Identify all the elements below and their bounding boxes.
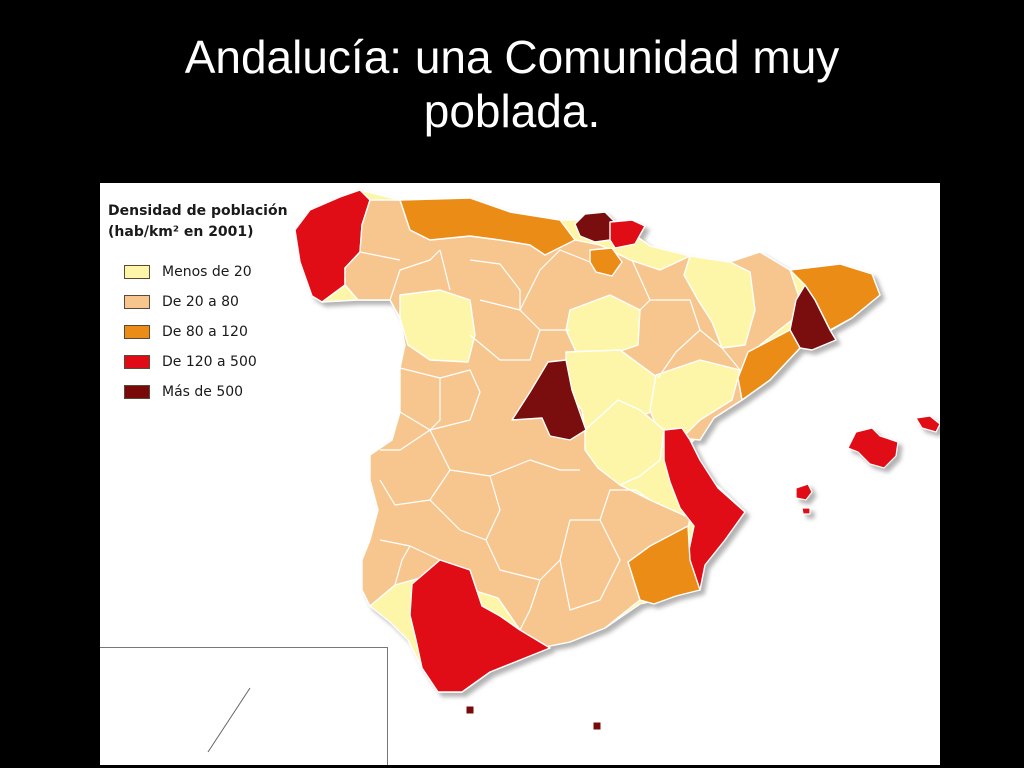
region-cat-3 — [795, 483, 813, 501]
legend-item: De 120 a 500 — [108, 347, 288, 377]
mainland-spain — [294, 189, 881, 693]
slide-title: Andalucía: una Comunidad muy poblada. — [0, 30, 1024, 138]
canary-islands-inset — [100, 647, 388, 765]
region-cat-4 — [592, 721, 602, 731]
region-cat-2 — [737, 329, 801, 401]
title-line-1: Andalucía: una Comunidad muy — [184, 31, 840, 83]
region-cat-2 — [399, 197, 576, 256]
legend-item: Más de 500 — [108, 377, 288, 407]
legend-label: De 120 a 500 — [162, 354, 257, 370]
region-cat-4 — [465, 705, 475, 715]
region-cat-3 — [915, 415, 940, 433]
legend-swatch — [124, 325, 150, 339]
legend-label: Menos de 20 — [162, 264, 252, 280]
legend-title: Densidad de población (hab/km² en 2001) — [108, 201, 288, 243]
legend-swatch — [124, 265, 150, 279]
province-boundaries — [359, 249, 741, 631]
region-cat-0 — [584, 399, 665, 486]
legend: Densidad de población (hab/km² en 2001) … — [108, 201, 288, 407]
legend-item: De 20 a 80 — [108, 287, 288, 317]
region-cat-3 — [847, 427, 899, 469]
region-cat-3 — [609, 219, 646, 249]
legend-swatch — [124, 355, 150, 369]
legend-item: De 80 a 120 — [108, 317, 288, 347]
title-line-2: poblada. — [423, 85, 601, 137]
spain-density-map — [117, 189, 940, 753]
region-cat-3 — [663, 427, 746, 591]
legend-title-line-1: Densidad de población — [108, 203, 288, 219]
region-cat-3 — [409, 559, 551, 693]
legend-swatch — [124, 385, 150, 399]
legend-label: Más de 500 — [162, 384, 244, 400]
region-cat-0 — [565, 294, 641, 357]
region-cat-3 — [801, 507, 811, 515]
legend-title-line-2: (hab/km² en 2001) — [108, 224, 254, 240]
legend-label: De 80 a 120 — [162, 324, 248, 340]
region-cat-0 — [649, 359, 741, 441]
balearic-islands — [795, 415, 940, 515]
region-cat-2 — [627, 525, 701, 605]
map-panel: Densidad de población (hab/km² en 2001) … — [100, 183, 940, 765]
region-cat-4 — [789, 284, 837, 351]
legend-label: De 20 a 80 — [162, 294, 239, 310]
region-cat-0 — [399, 289, 476, 363]
legend-swatch — [124, 295, 150, 309]
legend-items: Menos de 20 De 20 a 80 De 80 a 120 De 12… — [108, 257, 288, 407]
region-cat-0 — [683, 255, 756, 349]
region-cat-4 — [511, 359, 587, 441]
inset-divider — [207, 687, 251, 753]
region-cat-4 — [574, 211, 616, 243]
legend-item: Menos de 20 — [108, 257, 288, 287]
